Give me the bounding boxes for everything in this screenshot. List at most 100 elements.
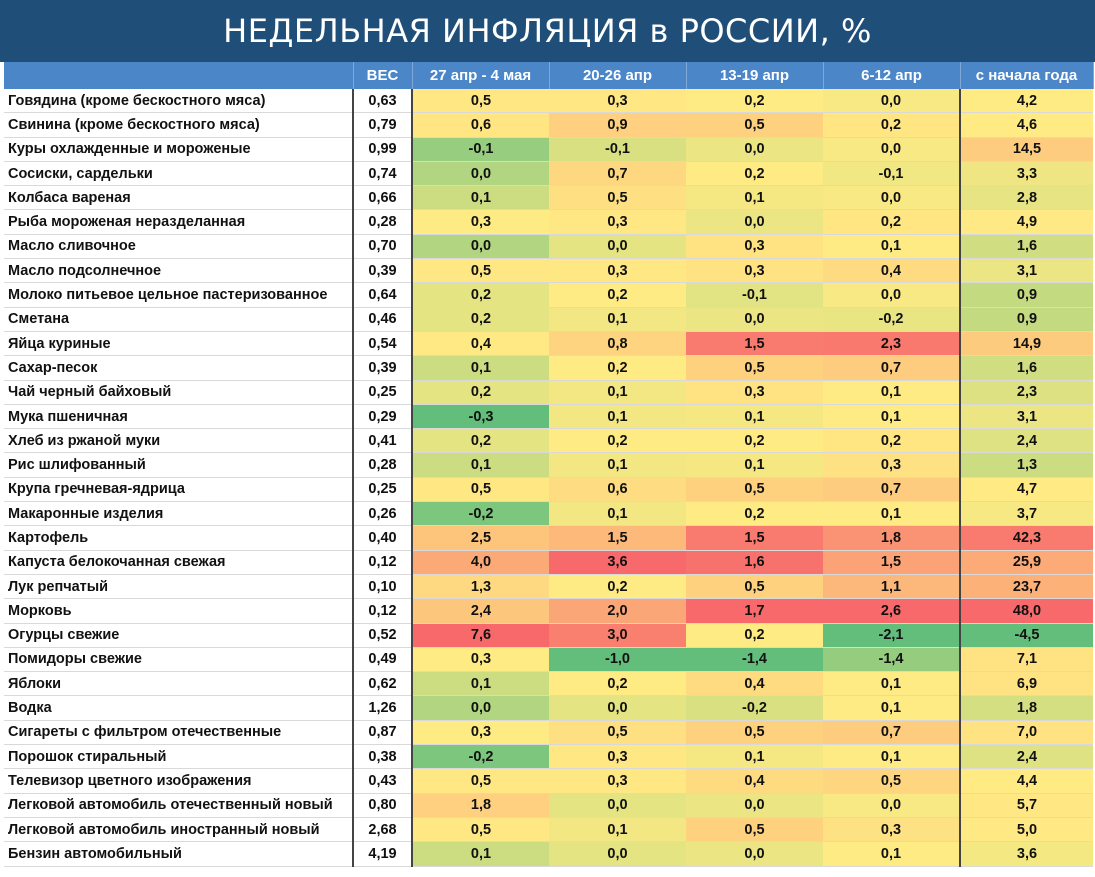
value-cell-week-2: 0,0 bbox=[549, 695, 686, 721]
weight-cell: 0,74 bbox=[353, 161, 413, 187]
value-cell-week-3: 0,5 bbox=[686, 720, 823, 746]
value-cell-ytd: 1,3 bbox=[960, 452, 1093, 478]
product-name-cell: Колбаса вареная bbox=[4, 185, 354, 211]
value-cell-week-3: 0,5 bbox=[686, 817, 823, 843]
value-cell-week-2: -1,0 bbox=[549, 647, 686, 673]
value-cell-week-2: -0,1 bbox=[549, 137, 686, 162]
product-name-cell: Лук репчатый bbox=[4, 574, 354, 600]
value-cell-week-2: 0,3 bbox=[549, 209, 686, 235]
product-name-cell: Рис шлифованный bbox=[4, 452, 354, 478]
weight-cell: 0,70 bbox=[353, 234, 413, 260]
value-cell-ytd: 1,8 bbox=[960, 695, 1093, 721]
value-cell-ytd: 4,2 bbox=[960, 89, 1093, 114]
value-cell-week-4: 0,1 bbox=[823, 234, 961, 260]
value-cell-week-4: 0,1 bbox=[823, 501, 961, 527]
weight-cell: 0,99 bbox=[353, 137, 413, 162]
value-cell-week-3: 0,2 bbox=[686, 428, 823, 454]
value-cell-week-2: 2,0 bbox=[549, 598, 686, 624]
value-cell-week-3: 0,0 bbox=[686, 841, 823, 867]
value-cell-week-3: -0,1 bbox=[686, 282, 823, 308]
value-cell-week-4: 0,7 bbox=[823, 720, 961, 746]
value-cell-week-2: 0,0 bbox=[549, 234, 686, 260]
product-name-cell: Яйца куриные bbox=[4, 331, 354, 357]
value-cell-week-3: 0,0 bbox=[686, 137, 823, 162]
value-cell-week-1: 4,0 bbox=[412, 550, 549, 575]
inflation-table-container: ВЕС 27 апр - 4 мая 20-26 апр 13-19 апр 6… bbox=[0, 62, 1095, 877]
value-cell-week-2: 0,1 bbox=[549, 380, 686, 405]
value-cell-week-2: 0,3 bbox=[549, 768, 686, 794]
value-cell-week-1: 0,5 bbox=[412, 477, 549, 503]
table-row: Масло подсолнечное 0,39 0,5 0,3 0,3 0,4 3,1 bbox=[4, 258, 1093, 284]
value-cell-week-4: 0,1 bbox=[823, 744, 961, 770]
value-cell-week-2: 0,7 bbox=[549, 161, 686, 187]
value-cell-week-4: -0,2 bbox=[823, 307, 961, 332]
table-row: Колбаса вареная 0,66 0,1 0,5 0,1 0,0 2,8 bbox=[4, 185, 1093, 211]
table-row: Легковой автомобиль отечественный новый 0… bbox=[4, 793, 1093, 818]
value-cell-week-1: 0,1 bbox=[412, 185, 549, 211]
value-cell-week-1: 0,2 bbox=[412, 307, 549, 332]
weight-cell: 2,68 bbox=[353, 817, 413, 843]
weight-cell: 0,66 bbox=[353, 185, 413, 211]
value-cell-week-1: 0,6 bbox=[412, 112, 549, 138]
value-cell-week-3: 0,2 bbox=[686, 501, 823, 527]
value-cell-week-2: 0,3 bbox=[549, 744, 686, 770]
value-cell-week-2: 1,5 bbox=[549, 525, 686, 551]
weight-cell: 0,43 bbox=[353, 768, 413, 794]
value-cell-week-4: 1,8 bbox=[823, 525, 961, 551]
value-cell-week-1: 2,5 bbox=[412, 525, 549, 551]
weight-cell: 0,64 bbox=[353, 282, 413, 308]
weight-cell: 0,79 bbox=[353, 112, 413, 138]
value-cell-week-3: 0,3 bbox=[686, 234, 823, 260]
table-row: Масло сливочное 0,70 0,0 0,0 0,3 0,1 1,6 bbox=[4, 234, 1093, 260]
value-cell-week-1: 0,2 bbox=[412, 428, 549, 454]
value-cell-week-1: 0,2 bbox=[412, 282, 549, 308]
value-cell-week-4: -2,1 bbox=[823, 623, 961, 648]
value-cell-ytd: 2,4 bbox=[960, 744, 1093, 770]
value-cell-week-3: 1,6 bbox=[686, 550, 823, 575]
value-cell-week-3: 0,4 bbox=[686, 768, 823, 794]
weight-cell: 0,39 bbox=[353, 355, 413, 381]
table-row: Хлеб из ржаной муки 0,41 0,2 0,2 0,2 0,2 2,4 bbox=[4, 428, 1093, 454]
value-cell-week-2: 0,2 bbox=[549, 282, 686, 308]
value-cell-ytd: 3,1 bbox=[960, 258, 1093, 284]
table-header-row: ВЕС 27 апр - 4 мая 20-26 апр 13-19 апр 6… bbox=[4, 62, 1094, 89]
value-cell-week-4: 1,1 bbox=[823, 574, 961, 600]
value-cell-week-3: 0,5 bbox=[686, 112, 823, 138]
value-cell-week-3: 0,1 bbox=[686, 744, 823, 770]
product-name-cell: Молоко питьевое цельное пастеризованное bbox=[4, 282, 354, 308]
value-cell-week-2: 0,2 bbox=[549, 355, 686, 381]
table-row: Сигареты с фильтром отечественные 0,87 0,3… bbox=[4, 720, 1093, 746]
value-cell-week-1: 0,5 bbox=[412, 817, 549, 843]
value-cell-ytd: 48,0 bbox=[960, 598, 1093, 624]
value-cell-week-3: 0,2 bbox=[686, 161, 823, 187]
value-cell-week-1: 0,5 bbox=[412, 89, 549, 114]
value-cell-week-3: 0,5 bbox=[686, 574, 823, 600]
value-cell-week-1: 0,1 bbox=[412, 841, 549, 867]
value-cell-ytd: 6,9 bbox=[960, 671, 1093, 697]
value-cell-ytd: 5,0 bbox=[960, 817, 1093, 843]
product-name-cell: Легковой автомобиль иностранный новый bbox=[4, 817, 354, 843]
page-title: НЕДЕЛЬНАЯ ИНФЛЯЦИЯ в РОССИИ, % bbox=[0, 0, 1095, 62]
product-name-cell: Яблоки bbox=[4, 671, 354, 697]
value-cell-week-2: 0,3 bbox=[549, 258, 686, 284]
value-cell-week-2: 0,8 bbox=[549, 331, 686, 357]
value-cell-week-2: 0,2 bbox=[549, 574, 686, 600]
table-row: Сосиски, сардельки 0,74 0,0 0,7 0,2 -0,1 3,3 bbox=[4, 161, 1093, 187]
value-cell-week-1: 0,1 bbox=[412, 452, 549, 478]
value-cell-ytd: 2,8 bbox=[960, 185, 1093, 211]
value-cell-ytd: 2,4 bbox=[960, 428, 1093, 454]
value-cell-week-1: -0,2 bbox=[412, 501, 549, 527]
table-row: Помидоры свежие 0,49 0,3 -1,0 -1,4 -1,4 7,1 bbox=[4, 647, 1093, 673]
value-cell-ytd: 4,6 bbox=[960, 112, 1093, 138]
product-name-cell: Сигареты с фильтром отечественные bbox=[4, 720, 354, 746]
product-name-cell: Капуста белокочанная свежая bbox=[4, 550, 354, 575]
value-cell-ytd: 0,9 bbox=[960, 307, 1093, 332]
value-cell-ytd: 4,9 bbox=[960, 209, 1093, 235]
value-cell-week-3: -1,4 bbox=[686, 647, 823, 673]
header-weight: ВЕС bbox=[353, 62, 413, 89]
value-cell-week-4: 2,3 bbox=[823, 331, 961, 357]
value-cell-week-2: 0,1 bbox=[549, 452, 686, 478]
value-cell-week-4: 0,1 bbox=[823, 695, 961, 721]
table-row: Куры охлажденные и мороженые 0,99 -0,1 -0,1… bbox=[4, 137, 1093, 162]
weight-cell: 0,40 bbox=[353, 525, 413, 551]
